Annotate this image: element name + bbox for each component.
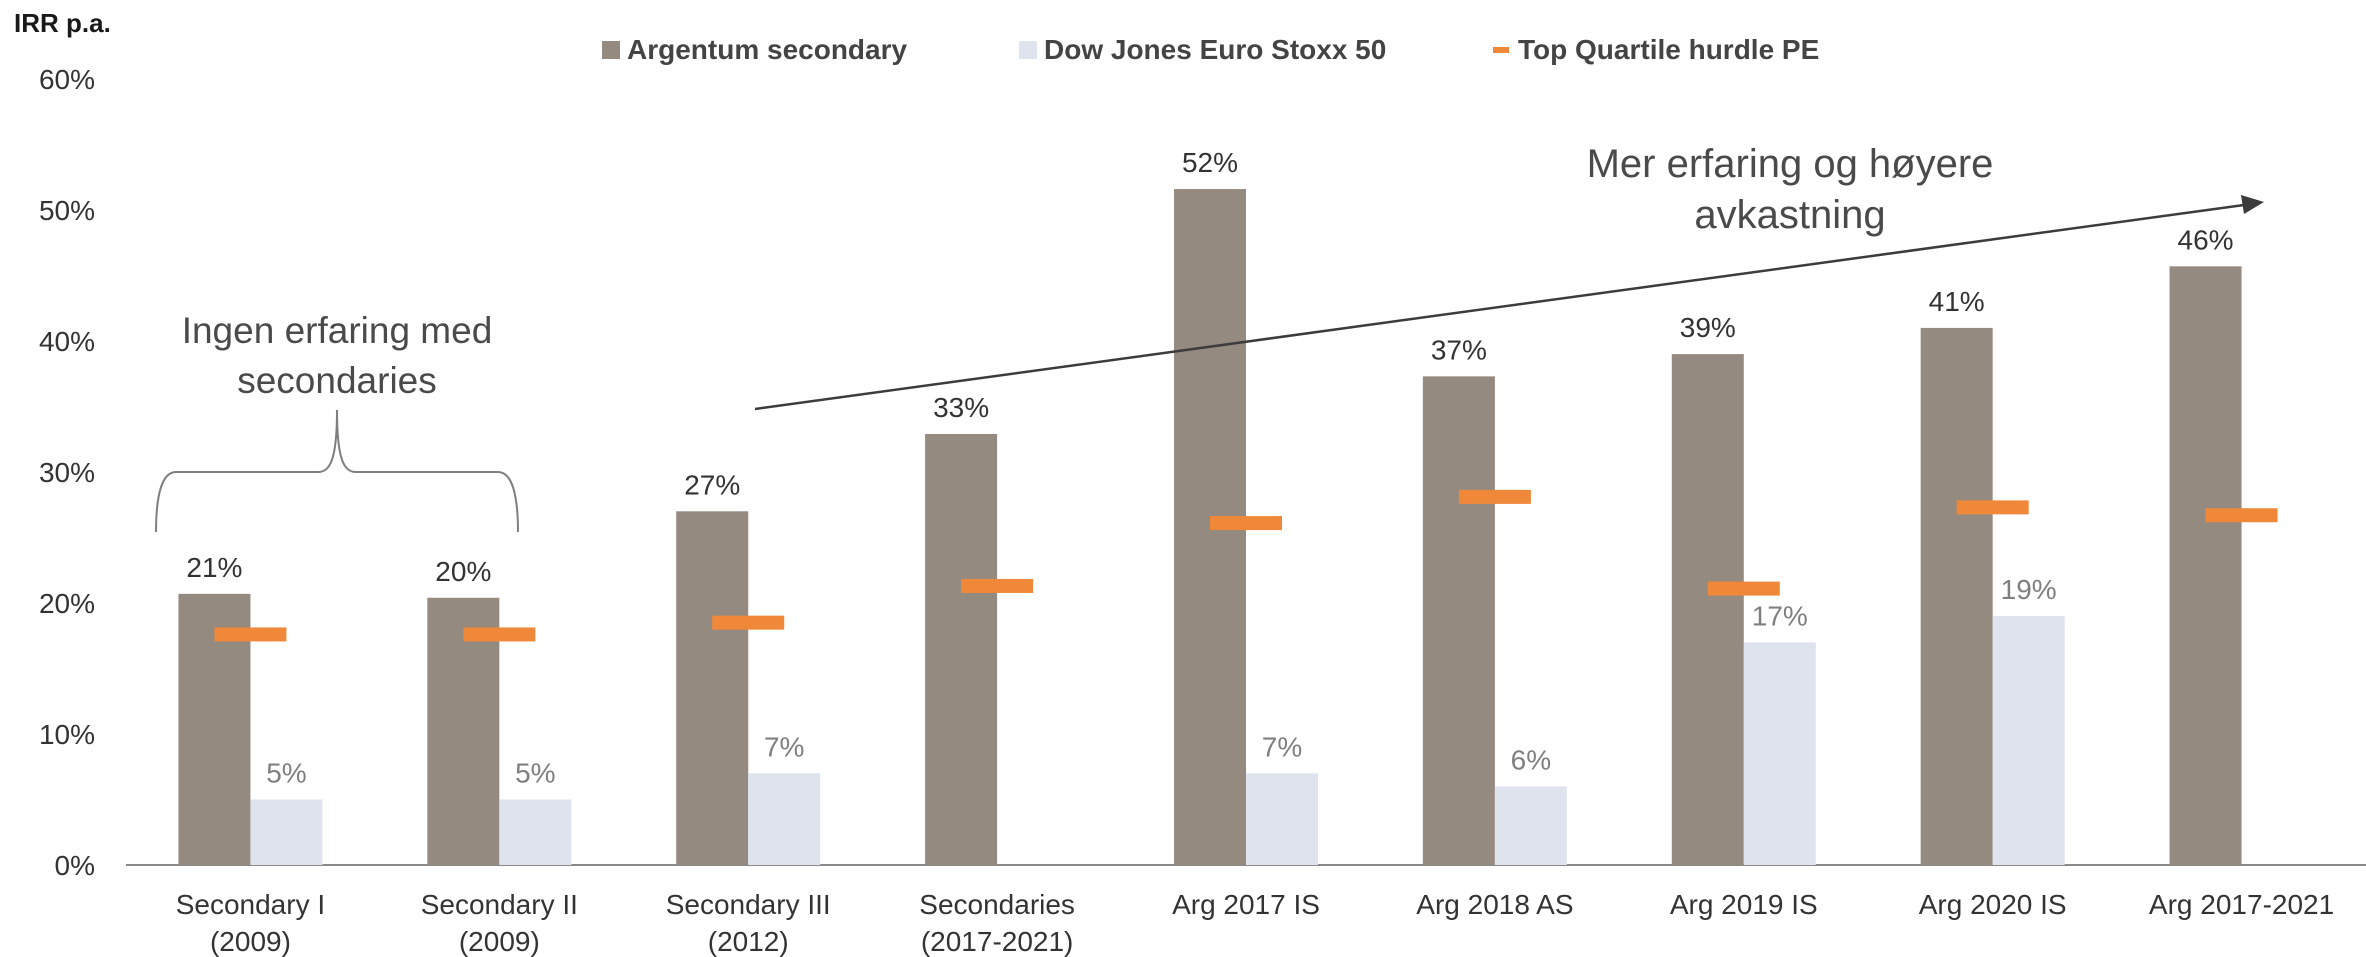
x-tick-label: (2009) <box>459 926 540 957</box>
data-label-argentum: 20% <box>435 556 491 587</box>
hurdle-marker <box>463 627 536 642</box>
bar-euro-stoxx <box>250 799 323 865</box>
x-tick-label: (2012) <box>708 926 789 957</box>
data-label-euro-stoxx: 5% <box>515 758 555 789</box>
legend-swatch <box>602 41 620 59</box>
data-label-euro-stoxx: 19% <box>2001 574 2057 605</box>
x-tick-label: Arg 2020 IS <box>1919 889 2067 920</box>
annotation-left-line: Ingen erfaring med <box>182 310 493 351</box>
data-labels-layer: 21% 5% 20% 5% 27% 7% 33% 52% 7% 37% 6% 39% 17% 41% 19%… <box>186 147 2233 788</box>
bar-euro-stoxx <box>1246 773 1318 865</box>
bar-euro-stoxx <box>499 799 572 865</box>
bar-argentum-secondary <box>925 434 998 865</box>
hurdle-marker <box>1956 500 2029 515</box>
x-tick-label: Secondary II <box>421 889 578 920</box>
x-tick-label: Arg 2018 AS <box>1416 889 1573 920</box>
y-tick-label: 60% <box>39 64 95 95</box>
x-tick-label: Arg 2017 IS <box>1172 889 1320 920</box>
x-tick-label: Secondary I <box>176 889 325 920</box>
x-axis: Secondary I (2009) Secondary II (2009) Secon… <box>126 864 2366 957</box>
bar-euro-stoxx <box>1494 786 1567 865</box>
x-tick-label: (2009) <box>210 926 291 957</box>
bar-euro-stoxx <box>748 773 821 865</box>
data-label-argentum: 52% <box>1182 147 1238 178</box>
data-label-argentum: 46% <box>2178 224 2234 255</box>
hurdle-marker <box>1458 489 1531 504</box>
legend-label: Top Quartile hurdle PE <box>1518 34 1819 65</box>
y-tick-label: 20% <box>39 588 95 619</box>
data-label-argentum: 39% <box>1680 312 1736 343</box>
x-tick-label: Secondaries <box>919 889 1075 920</box>
hurdle-markers-layer <box>214 489 2278 642</box>
data-label-argentum: 27% <box>684 469 740 500</box>
bar-argentum-secondary <box>1422 376 1495 865</box>
trend-arrow-line <box>754 203 2245 411</box>
hurdle-marker <box>961 578 1034 593</box>
y-tick-label: 10% <box>39 719 95 750</box>
x-tick-label: Arg 2019 IS <box>1670 889 1818 920</box>
data-label-argentum: 33% <box>933 392 989 423</box>
bar-argentum-secondary <box>427 597 500 865</box>
bar-argentum-secondary <box>2169 266 2242 866</box>
data-label-euro-stoxx: 7% <box>764 731 804 762</box>
bar-euro-stoxx <box>1992 616 2065 865</box>
annotation-left-line: secondaries <box>237 360 437 401</box>
annotation-right-line: avkastning <box>1694 193 1885 237</box>
data-label-euro-stoxx: 17% <box>1752 600 1808 631</box>
bracket <box>155 409 519 533</box>
x-tick-label: Secondary III <box>666 889 831 920</box>
y-tick-label: 40% <box>39 326 95 357</box>
bar-argentum-secondary <box>1920 327 1993 865</box>
data-label-argentum: 37% <box>1431 334 1487 365</box>
bar-euro-stoxx <box>1743 642 1816 865</box>
trend-arrow-head <box>2241 195 2264 214</box>
hurdle-marker <box>2205 508 2278 523</box>
hurdle-marker <box>1707 581 1780 596</box>
y-axis: 0% 10% 20% 30% 40% 50% 60% <box>39 64 95 881</box>
legend-label: Argentum secondary <box>627 34 907 65</box>
y-tick-label: 0% <box>55 850 95 881</box>
annotations: Ingen erfaring med secondaries Mer erfarin… <box>155 142 2264 533</box>
legend-label: Dow Jones Euro Stoxx 50 <box>1044 34 1386 65</box>
bar-argentum-secondary <box>676 511 749 865</box>
y-axis-label: IRR p.a. <box>14 8 111 38</box>
bar-argentum-secondary <box>1671 354 1744 865</box>
data-label-euro-stoxx: 5% <box>266 758 306 789</box>
data-label-argentum: 21% <box>186 552 242 583</box>
legend-swatch <box>1493 47 1509 53</box>
legend-swatch <box>1019 41 1037 59</box>
hurdle-marker <box>712 615 785 630</box>
data-label-argentum: 41% <box>1929 286 1985 317</box>
data-label-euro-stoxx: 7% <box>1262 731 1302 762</box>
legend: Argentum secondary Dow Jones Euro Stoxx 5… <box>602 34 1819 65</box>
y-tick-label: 30% <box>39 457 95 488</box>
data-label-euro-stoxx: 6% <box>1511 744 1551 775</box>
x-tick-label: (2017-2021) <box>921 926 1074 957</box>
x-tick-label: Arg 2017-2021 <box>2149 889 2334 920</box>
hurdle-marker <box>214 627 287 642</box>
y-tick-label: 50% <box>39 195 95 226</box>
hurdle-marker <box>1210 516 1282 531</box>
annotation-right-line: Mer erfaring og høyere <box>1587 142 1994 186</box>
